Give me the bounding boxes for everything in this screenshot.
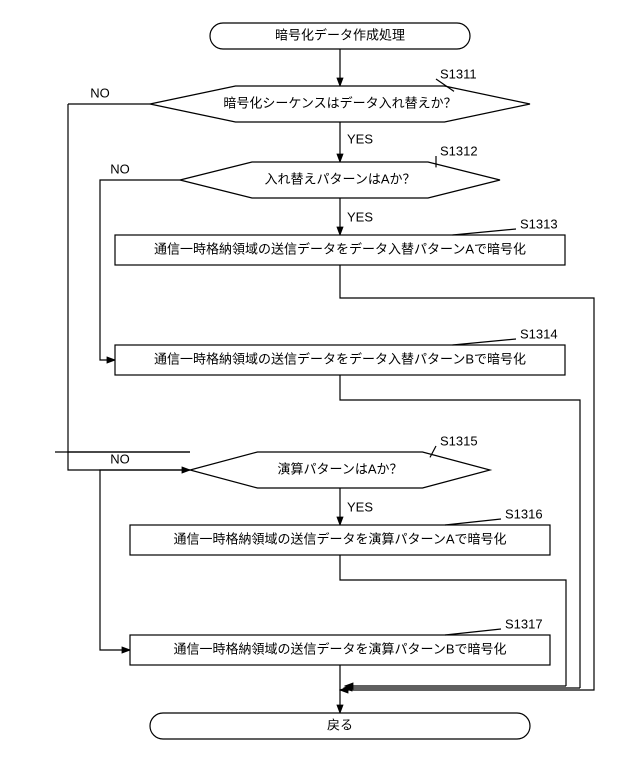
node-d1311: 暗号化シーケンスはデータ入れ替えか？: [150, 86, 530, 122]
node-p1313: 通信一時格納領域の送信データをデータ入替パターンAで暗号化: [115, 235, 565, 265]
node-label: 暗号化シーケンスはデータ入れ替えか？: [223, 95, 456, 110]
step-label: S1312: [440, 143, 478, 158]
step-label: S1317: [505, 616, 543, 631]
svg-text:YES: YES: [347, 131, 373, 146]
node-label: 演算パターンはAか？: [277, 461, 402, 476]
node-start: 暗号化データ作成処理: [210, 23, 470, 49]
node-label: 入れ替えパターンはAか？: [264, 171, 415, 186]
node-label: 戻る: [327, 717, 353, 732]
step-label: S1313: [520, 216, 558, 231]
node-d1315: 演算パターンはAか？: [190, 452, 490, 488]
step-label: S1315: [440, 433, 478, 448]
svg-text:NO: NO: [110, 161, 130, 176]
node-label: 通信一時格納領域の送信データをデータ入替パターンAで暗号化: [154, 241, 526, 256]
step-label: S1311: [440, 66, 477, 81]
svg-text:YES: YES: [347, 499, 373, 514]
node-p1317: 通信一時格納領域の送信データを演算パターンBで暗号化: [130, 635, 550, 665]
node-end: 戻る: [150, 713, 530, 739]
step-label: S1314: [520, 326, 558, 341]
node-label: 暗号化データ作成処理: [275, 27, 405, 42]
node-p1316: 通信一時格納領域の送信データを演算パターンAで暗号化: [130, 525, 550, 555]
node-label: 通信一時格納領域の送信データを演算パターンAで暗号化: [173, 531, 506, 546]
svg-text:NO: NO: [110, 451, 130, 466]
step-label: S1316: [505, 506, 543, 521]
node-p1314: 通信一時格納領域の送信データをデータ入替パターンBで暗号化: [115, 345, 565, 375]
svg-text:YES: YES: [347, 209, 373, 224]
node-label: 通信一時格納領域の送信データをデータ入替パターンBで暗号化: [154, 351, 526, 366]
node-label: 通信一時格納領域の送信データを演算パターンBで暗号化: [173, 641, 506, 656]
node-d1312: 入れ替えパターンはAか？: [180, 162, 500, 198]
svg-text:NO: NO: [90, 85, 110, 100]
